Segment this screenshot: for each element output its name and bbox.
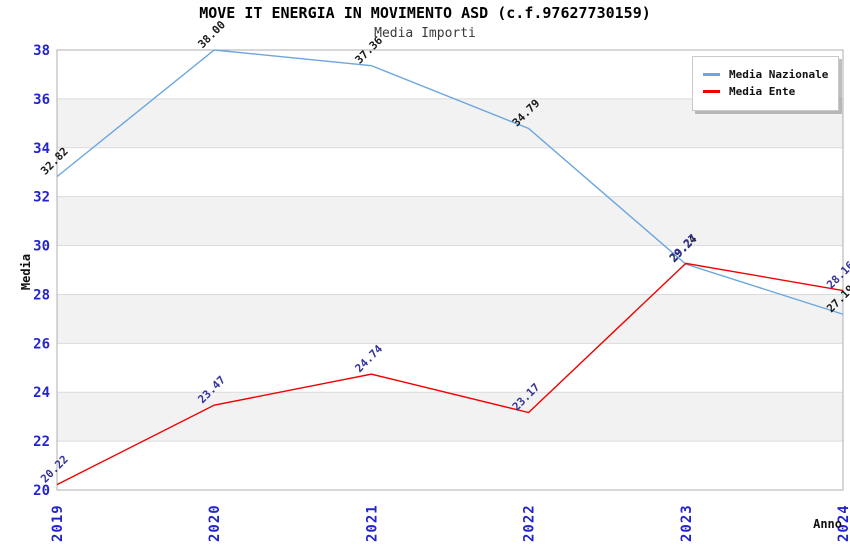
chart-subtitle: Media Importi — [374, 26, 476, 41]
legend-swatch-media-ente-icon — [703, 90, 720, 93]
svg-text:Anno: Anno — [813, 517, 842, 531]
svg-text:22: 22 — [33, 434, 50, 450]
svg-text:38.00: 38.00 — [195, 18, 228, 51]
legend-label-media-ente: Media Ente — [729, 85, 796, 98]
svg-text:Media: Media — [19, 254, 33, 290]
svg-text:2024: 2024 — [836, 504, 850, 542]
svg-text:24: 24 — [33, 385, 50, 401]
legend-swatch-media-nazionale-icon — [703, 73, 720, 76]
svg-text:2019: 2019 — [50, 504, 66, 542]
legend-label-media-nazionale: Media Nazionale — [729, 68, 829, 81]
svg-text:2020: 2020 — [207, 504, 223, 542]
svg-text:2023: 2023 — [679, 504, 695, 542]
svg-text:32: 32 — [33, 190, 50, 206]
svg-text:34: 34 — [33, 141, 50, 157]
svg-text:26: 26 — [33, 336, 50, 352]
legend-item-media-ente: Media Ente — [703, 85, 828, 98]
legend-item-media-nazionale: Media Nazionale — [703, 68, 828, 81]
svg-text:28: 28 — [33, 287, 50, 303]
svg-text:2021: 2021 — [364, 504, 380, 542]
legend: Media Nazionale Media Ente — [692, 56, 840, 111]
svg-text:36: 36 — [33, 92, 50, 108]
svg-text:20: 20 — [33, 483, 50, 499]
svg-text:30: 30 — [33, 239, 50, 255]
svg-text:2022: 2022 — [522, 504, 538, 542]
svg-text:38: 38 — [33, 43, 50, 59]
chart-title: MOVE IT ENERGIA IN MOVIMENTO ASD (c.f.97… — [199, 4, 651, 22]
